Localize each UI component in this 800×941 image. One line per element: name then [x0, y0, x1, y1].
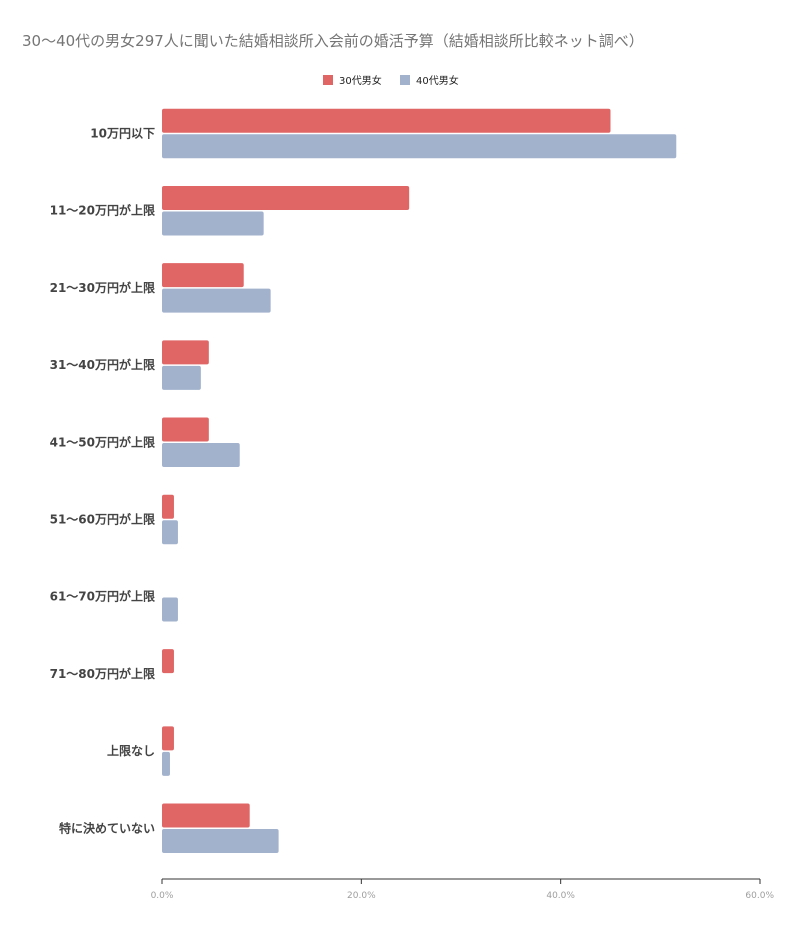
x-tick-label: 20.0%: [347, 891, 376, 901]
bar-series-2: [162, 829, 279, 854]
bar-series-1: [162, 417, 209, 442]
bar-series-1: [162, 649, 174, 674]
legend: 30代男女 40代男女: [323, 74, 459, 87]
bar-series-2: [162, 443, 240, 468]
bar-series-2: [162, 288, 271, 313]
bar-series-2: [162, 751, 170, 776]
category-label: 上限なし: [107, 743, 155, 758]
legend-swatch-30s: [323, 75, 333, 85]
bar-series-2: [162, 597, 178, 622]
bars: [162, 108, 677, 854]
bar-series-2: [162, 520, 178, 545]
bar-series-2: [162, 134, 677, 159]
category-label: 71～80万円が上限: [50, 666, 155, 681]
category-label: 31～40万円が上限: [50, 357, 155, 372]
bar-series-1: [162, 108, 611, 133]
category-labels: 10万円以下 11～20万円が上限 21～30万円が上限 31～40万円が上限 41～5…: [50, 127, 155, 836]
bar-series-1: [162, 263, 244, 288]
category-label: 10万円以下: [90, 127, 155, 141]
x-axis-ticks: 0.0% 20.0% 40.0% 60.0%: [151, 879, 774, 901]
bar-series-2: [162, 365, 201, 390]
category-label: 11～20万円が上限: [50, 203, 155, 218]
category-label: 51～60万円が上限: [50, 512, 155, 527]
bar-series-1: [162, 803, 250, 828]
bar-series-1: [162, 726, 174, 751]
category-label: 61～70万円が上限: [50, 589, 155, 604]
category-label: 21～30万円が上限: [50, 280, 155, 295]
x-tick-label: 60.0%: [745, 891, 774, 901]
chart-title: 30～40代の男女297人に聞いた結婚相談所入会前の婚活予算（結婚相談所比較ネッ…: [22, 32, 644, 50]
category-label: 41～50万円が上限: [50, 434, 155, 449]
legend-label-40s: 40代男女: [416, 74, 459, 87]
bar-series-1: [162, 185, 410, 210]
x-tick-label: 40.0%: [546, 891, 575, 901]
x-tick-label: 0.0%: [151, 891, 174, 901]
bar-series-2: [162, 211, 264, 236]
category-label: 特に決めていない: [59, 820, 155, 835]
legend-label-30s: 30代男女: [339, 74, 382, 87]
bar-series-1: [162, 494, 174, 519]
legend-swatch-40s: [400, 75, 410, 85]
bar-series-1: [162, 340, 209, 365]
